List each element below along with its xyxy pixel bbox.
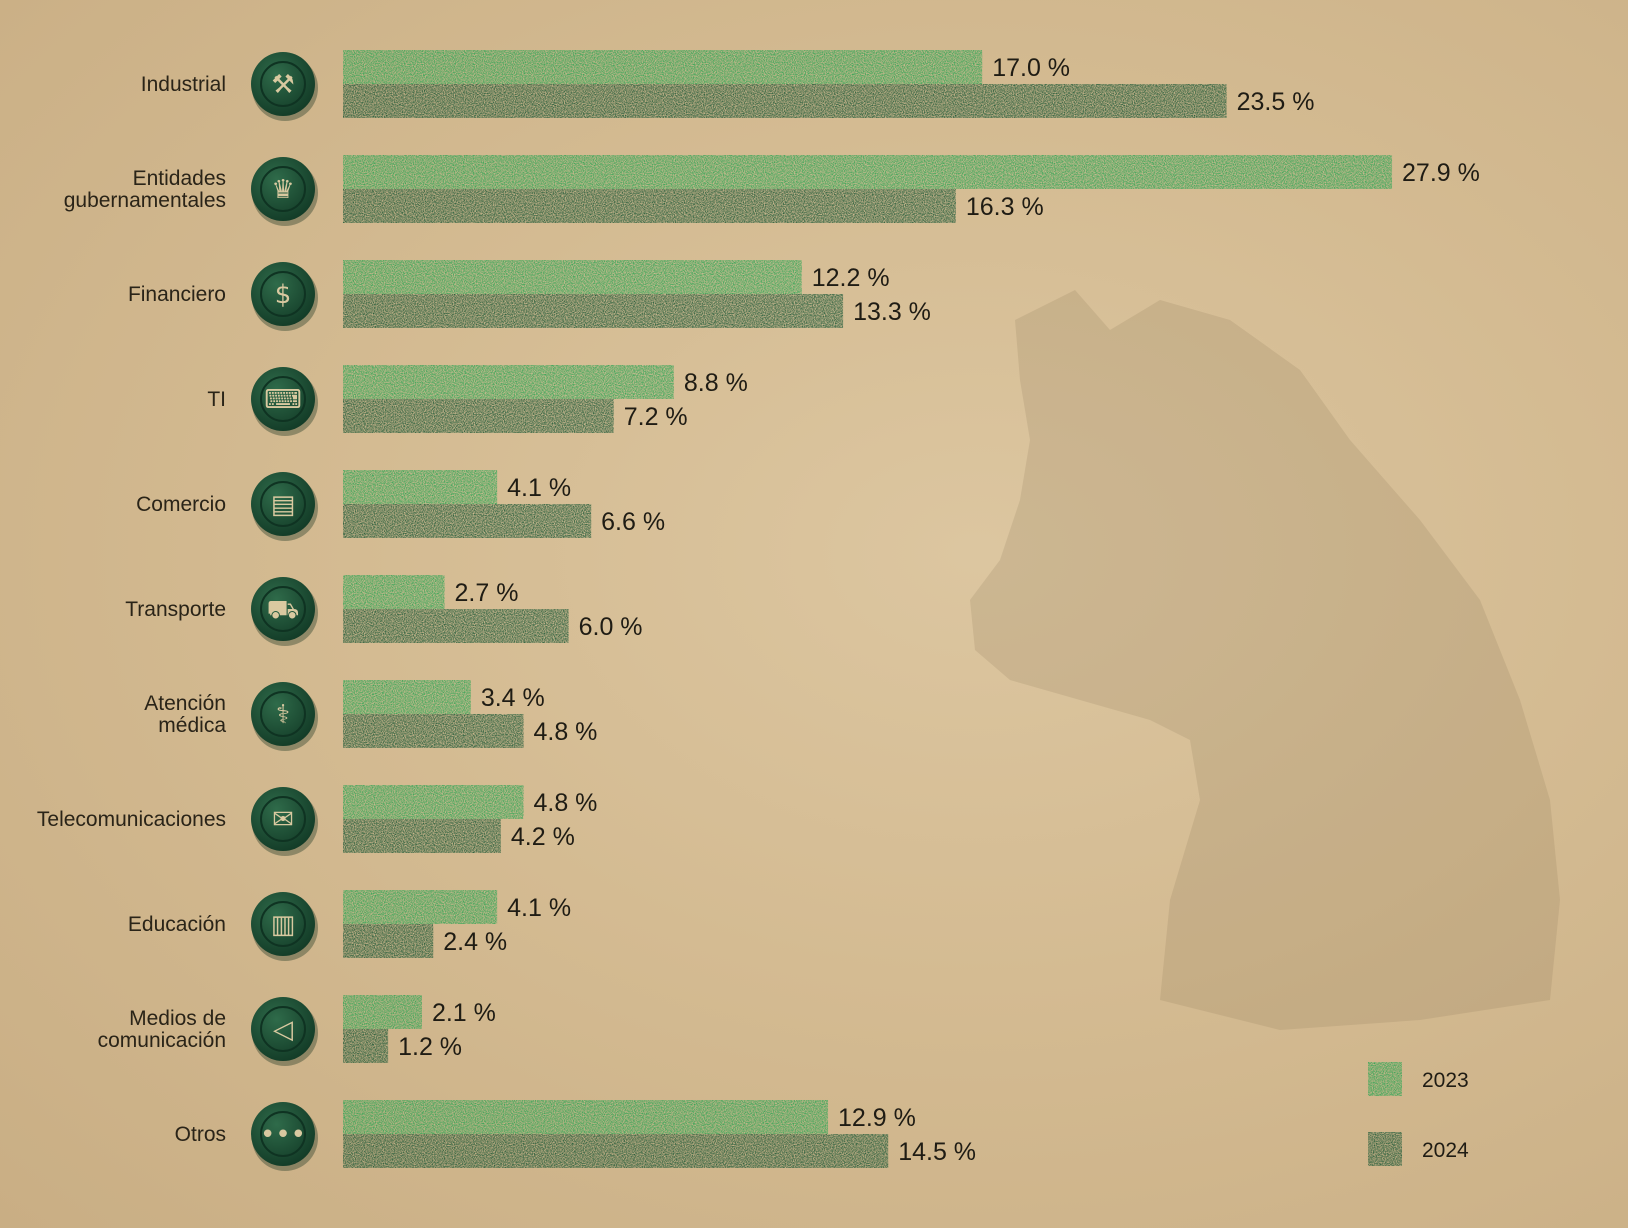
seal-ring <box>260 586 306 632</box>
bar-2023 <box>343 155 1393 189</box>
data-label-2024: 7.2 % <box>624 403 688 431</box>
data-label-2024: 13.3 % <box>853 298 931 326</box>
bar-2024 <box>343 1029 389 1063</box>
category-label: TI <box>207 388 226 411</box>
bar-2023 <box>343 785 524 819</box>
category-row: Financiero $12.2 % 13.3 % <box>128 260 931 331</box>
bar-2023 <box>343 680 471 714</box>
medical-bowl-icon-glyph: ⚕ <box>276 700 290 730</box>
cart-icon-glyph: ⛟ <box>267 595 300 625</box>
seal-ring <box>260 1006 306 1052</box>
category-label: Telecomunicaciones <box>37 808 226 831</box>
category-label: Atención <box>144 692 226 715</box>
data-label-2023: 4.1 % <box>507 474 571 502</box>
seal-ring <box>260 481 306 527</box>
bar-2024 <box>343 609 569 643</box>
bar-2023 <box>343 50 983 84</box>
bar-2024 <box>343 714 524 748</box>
data-label-2023: 12.9 % <box>838 1104 916 1132</box>
data-label-2024: 6.0 % <box>579 613 643 641</box>
megaphone-icon-glyph: ◁ <box>273 1015 293 1045</box>
category-label: Otros <box>175 1123 226 1146</box>
crown-icon-glyph: ♛ <box>271 175 294 205</box>
money-bag-icon-glyph: $ <box>275 280 292 310</box>
ellipsis-icon-glyph: ••• <box>260 1120 306 1150</box>
seal-ring <box>260 796 306 842</box>
bar-2024 <box>343 819 501 853</box>
bar-2023 <box>343 470 498 504</box>
bar-2023 <box>343 1100 829 1134</box>
bar-2023 <box>343 575 445 609</box>
data-label-2024: 2.4 % <box>443 928 507 956</box>
bar-2024 <box>343 1134 889 1168</box>
data-label-2023: 3.4 % <box>481 684 545 712</box>
data-label-2023: 2.1 % <box>432 999 496 1027</box>
data-label-2023: 4.8 % <box>533 789 597 817</box>
category-row: Transporte ⛟ 2.7 % 6.0 % <box>125 575 643 646</box>
legend-label-2024: 2024 <box>1422 1139 1469 1162</box>
legend-swatch-2023 <box>1368 1062 1402 1096</box>
data-label-2023: 27.9 % <box>1402 159 1480 187</box>
legend: 2023 2024 <box>1368 1062 1469 1166</box>
legend-label-2023: 2023 <box>1422 1069 1469 1092</box>
data-label-2023: 12.2 % <box>812 264 890 292</box>
category-label: Transporte <box>125 598 226 621</box>
book-icon-glyph: ▥ <box>271 910 296 940</box>
seal-ring <box>260 901 306 947</box>
category-row: TI ⌨ 8.8 % 7.2 % <box>207 365 748 436</box>
seal-ring <box>260 691 306 737</box>
bar-2024 <box>343 504 592 538</box>
bar-2024 <box>343 399 614 433</box>
category-row: Educación ▥ 4.1 %2.4 % <box>128 890 571 961</box>
category-label: Educación <box>128 913 226 936</box>
category-row: Otros ••• 12.9 % 14.5 % <box>175 1100 976 1171</box>
category-label: Financiero <box>128 283 226 306</box>
seal-ring <box>260 166 306 212</box>
bar-2024 <box>343 924 434 958</box>
data-label-2024: 1.2 % <box>398 1033 462 1061</box>
seal-ring <box>260 61 306 107</box>
bar-2024 <box>343 294 844 328</box>
bar-2024 <box>343 84 1227 118</box>
category-row: Telecomunicaciones ✉ 4.8 % 4.2 % <box>37 785 597 856</box>
category-label: médica <box>158 714 226 737</box>
horse-head-watermark <box>970 290 1560 1030</box>
data-label-2024: 4.8 % <box>533 718 597 746</box>
category-label: gubernamentales <box>64 189 226 212</box>
category-row: Industrial ⚒ 17.0 % 23.5 % <box>141 50 1315 121</box>
data-label-2023: 2.7 % <box>455 579 519 607</box>
seal-ring <box>260 1111 306 1157</box>
data-label-2024: 6.6 % <box>601 508 665 536</box>
category-label: Medios de <box>129 1007 226 1030</box>
legend-swatch-2024 <box>1368 1132 1402 1166</box>
data-label-2024: 4.2 % <box>511 823 575 851</box>
bar-2023 <box>343 260 802 294</box>
data-label-2023: 4.1 % <box>507 894 571 922</box>
category-row: Comercio ▤ 4.1 % 6.6 % <box>136 470 665 541</box>
data-label-2024: 23.5 % <box>1237 88 1315 116</box>
data-label-2023: 8.8 % <box>684 369 748 397</box>
scroll-code-icon-glyph: ⌨ <box>264 385 302 415</box>
category-label: Comercio <box>136 493 226 516</box>
category-label: Industrial <box>141 73 226 96</box>
bar-2023 <box>343 365 674 399</box>
seal-ring <box>260 271 306 317</box>
bar-2024 <box>343 189 956 223</box>
bar-2023 <box>343 995 422 1029</box>
data-label-2023: 17.0 % <box>992 54 1070 82</box>
shop-icon-glyph: ▤ <box>271 490 296 520</box>
anvil-icon-glyph: ⚒ <box>271 70 294 100</box>
category-label: comunicación <box>98 1029 226 1052</box>
category-label: Entidades <box>133 167 226 190</box>
data-label-2024: 14.5 % <box>898 1138 976 1166</box>
seal-ring <box>260 376 306 422</box>
data-label-2024: 16.3 % <box>966 193 1044 221</box>
bar-2023 <box>343 890 498 924</box>
envelope-icon-glyph: ✉ <box>272 805 294 835</box>
